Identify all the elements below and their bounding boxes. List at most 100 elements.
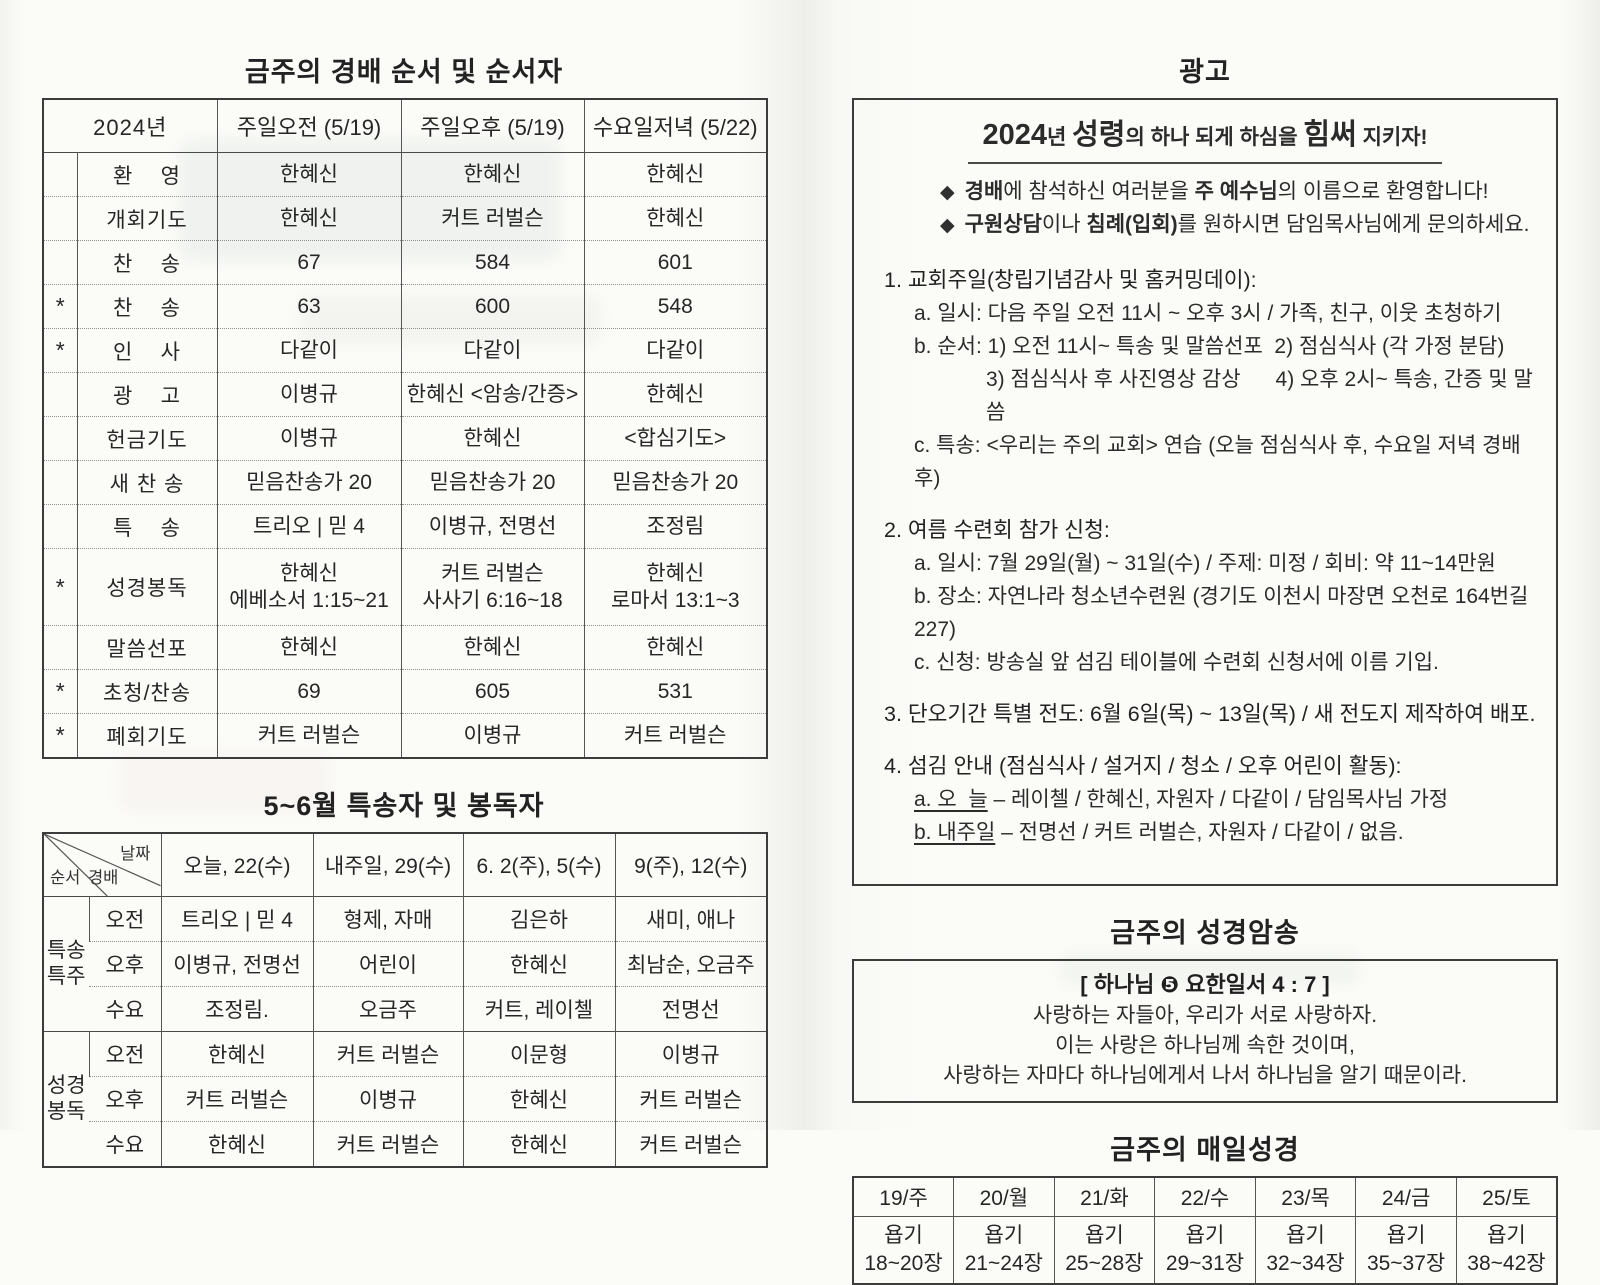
order-assignee-cell: 커트 러벌슨 — [216, 713, 401, 758]
daily-bible-table: 19/주 20/월 21/화 22/수 23/목 24/금 25/토 욥기 18~20장 욥기 … — [852, 1176, 1558, 1285]
assignee-cell: 최남순, 오금주 — [614, 941, 767, 987]
bullet-text-part: 를 원하시면 담임목사님에게 문의하세요. — [1177, 213, 1530, 236]
order-assignee-cell: 한혜신 — [400, 152, 584, 197]
worship-row: * 인 사 다같이 다같이 다같이 — [43, 328, 767, 373]
slogan-part: 성령 — [1072, 119, 1126, 151]
order-item-label: 새 찬 송 — [76, 460, 217, 505]
assignee-cell: 이병규 — [312, 1076, 463, 1122]
worship-table-title: 금주의 경배 순서 및 순서자 — [244, 57, 564, 87]
assignee-cell: 전명선 — [614, 986, 767, 1032]
welcome-bullet-line: ◆ 경배에 참석하신 여러분을 주 예수님의 이름으로 환영합니다! — [940, 176, 1538, 209]
sub-line-text: b. 순서: 1) 오전 11시~ 특송 및 말씀선포 2) 점심식사 (각 가… — [914, 335, 1505, 358]
service-time-label: 오후 — [105, 954, 145, 977]
order-item-label: 헌금기도 — [76, 416, 217, 461]
diagonal-corner-cell: 날짜 순서 경배 — [43, 833, 161, 897]
order-assignee-cell: 커트 러벌슨 — [583, 713, 767, 758]
underlined-lead: a. 오 늘 — [914, 788, 988, 811]
congregation-stand-marker: * — [55, 722, 65, 748]
order-assignee-cell: 조정림 — [583, 504, 767, 549]
order-assignee-cell: 한혜신 — [583, 625, 767, 670]
announcement-sub-line: a. 일시: 다음 주일 오전 11시 ~ 오후 3시 / 가족, 친구, 이웃… — [884, 297, 1538, 330]
day-header-cell: 21/화 — [1053, 1176, 1156, 1217]
day-header-cell: 22/수 — [1154, 1176, 1256, 1217]
bullet-text-part: 이나 — [1041, 213, 1087, 236]
assignee-cell: 형제, 자매 — [312, 896, 463, 942]
announcement-item-title: 4. 섬김 안내 (점심식사 / 설거지 / 청소 / 오후 어린이 활동): — [884, 754, 1402, 778]
order-assignee-cell: 다같이 — [400, 328, 584, 373]
sub-line-text: c. 신청: 방송실 앞 섬김 테이블에 수련회 신청서에 이름 기입. — [914, 651, 1439, 674]
order-assignee-cell: 한혜신 — [216, 625, 401, 670]
daily-bible-title: 금주의 매일성경 — [1110, 1135, 1300, 1165]
sub-line-text: a. 일시: 다음 주일 오전 11시 ~ 오후 3시 / 가족, 친구, 이웃… — [914, 302, 1502, 325]
order-assignee-cell: 이병규 — [216, 372, 401, 417]
order-item-label: 환 영 — [76, 152, 217, 197]
order-item-label: 성경봉독 — [76, 548, 217, 626]
assignee-cell: 이병규, 전명선 — [160, 941, 313, 987]
order-item-label: 인 사 — [76, 328, 217, 373]
assignee-cell: 한혜신 — [462, 941, 615, 987]
special-row: 수요 조정림. 오금주 커트, 레이첼 전명선 — [43, 986, 767, 1032]
service-time-label: 수요 — [105, 1134, 145, 1157]
service-column-header: 주일오전 (5/19) — [216, 99, 401, 153]
reading-cell: 욥기 21~24장 — [953, 1216, 1055, 1285]
order-assignee-cell: 한혜신 로마서 13:1~3 — [583, 548, 767, 626]
order-item-label: 말씀선포 — [76, 625, 217, 670]
bullet-text-part: 주 예수님 — [1194, 180, 1278, 203]
worship-order-table: 2024년 주일오전 (5/19) 주일오후 (5/19) 수요일저녁 (5/22) 환… — [42, 98, 768, 759]
order-assignee-cell: 69 — [216, 669, 401, 714]
order-assignee-cell: 한혜신 — [583, 196, 767, 241]
assignee-cell: 커트 러벌슨 — [160, 1076, 313, 1122]
daily-reading-row: 욥기 18~20장 욥기 21~24장 욥기 25~28장 욥기 29~31장 욥기 3… — [852, 1216, 1558, 1285]
announcement-item-title: 3. 단오기간 특별 전도: 6월 6일(목) ~ 13일(목) / 새 전도지… — [884, 702, 1536, 726]
special-row: 성경 봉독 오전 한혜신 커트 러벌슨 이문형 이병규 — [43, 1031, 767, 1123]
announcement-sub-line: c. 특송: <우리는 주의 교회> 연습 (오늘 점심식사 후, 수요일 저녁… — [884, 429, 1538, 495]
special-row: 특송 특주 오전 트리오 | 믿 4 형제, 자매 김은하 새미, 애나 — [43, 896, 767, 988]
announcement-item-title: 2. 여름 수련회 참가 신청: — [884, 518, 1110, 542]
congregation-stand-marker — [43, 461, 77, 505]
verse-line: 사랑하는 자마다 하나님에게서 나서 하나님을 알기 때문이라. — [943, 1064, 1467, 1087]
assignee-cell: 커트 러벌슨 — [312, 1121, 463, 1167]
order-assignee-cell: 이병규 — [216, 416, 401, 461]
order-assignee-cell: 다같이 — [583, 328, 767, 373]
assignee-cell: 커트 러벌슨 — [614, 1076, 767, 1122]
order-assignee-cell: 584 — [400, 240, 584, 285]
day-header-cell: 23/목 — [1254, 1176, 1357, 1217]
special-row: 오후 커트 러벌슨 이병규 한혜신 커트 러벌슨 — [43, 1076, 767, 1122]
worship-row: * 성경봉독 한혜신 에베소서 1:15~21 커트 러벌슨 사사기 6:16~18 한… — [43, 548, 767, 626]
underlined-lead: b. 내주일 — [914, 821, 996, 844]
announcement-item: 2. 여름 수련회 참가 신청: a. 일시: 7월 29일(월) ~ 31일(수… — [884, 514, 1538, 679]
assignee-cell: 커트, 레이첼 — [462, 986, 615, 1032]
bullet-text-part: 구원상담 — [964, 213, 1042, 236]
verse-line: 이는 사랑은 하나님께 속한 것이며, — [1055, 1034, 1355, 1057]
order-assignee-cell: 커트 러벌슨 — [400, 196, 584, 241]
order-assignee-cell: 트리오 | 믿 4 — [216, 504, 401, 549]
announcement-item-title: 1. 교회주일(창립기념감사 및 홈커밍데이): — [884, 268, 1257, 292]
order-assignee-cell: 믿음찬송가 20 — [400, 460, 584, 505]
memory-verse-box: [ 하나님 ❺ 요한일서 4 : 7 ] 사랑하는 자들아, 우리가 서로 사랑… — [852, 959, 1558, 1103]
welcome-bullet-line: ◆ 구원상담이나 침례(입회)를 원하시면 담임목사님에게 문의하세요. — [940, 209, 1538, 242]
yearly-slogan: 2024년 성령의 하나 되게 하심을 힘써 지키자! — [968, 118, 1442, 164]
day-header-cell: 20/월 — [953, 1176, 1055, 1217]
order-assignee-cell: 한혜신 — [400, 416, 584, 461]
order-assignee-cell: 믿음찬송가 20 — [583, 460, 767, 505]
assignee-cell: 어린이 — [312, 941, 463, 987]
verse-line: 사랑하는 자들아, 우리가 서로 사랑하자. — [1032, 1004, 1378, 1027]
announcement-items: 1. 교회주일(창립기념감사 및 홈커밍데이): a. 일시: 다음 주일 오전 … — [872, 264, 1538, 849]
congregation-stand-marker — [43, 197, 77, 241]
assignee-cell: 커트 러벌슨 — [614, 1121, 767, 1167]
daily-header-row: 19/주 20/월 21/화 22/수 23/목 24/금 25/토 — [852, 1176, 1558, 1217]
order-assignee-cell: 63 — [216, 284, 401, 329]
diamond-bullet-icon: ◆ — [940, 182, 955, 203]
order-assignee-cell: 601 — [583, 240, 767, 285]
sub-line-text: c. 특송: <우리는 주의 교회> 연습 (오늘 점심식사 후, 수요일 저녁… — [914, 434, 1527, 490]
slogan-wrap: 2024년 성령의 하나 되게 하심을 힘써 지키자! — [872, 118, 1538, 164]
worship-row: 새 찬 송 믿음찬송가 20 믿음찬송가 20 믿음찬송가 20 — [43, 460, 767, 505]
order-item-label: 찬 송 — [76, 284, 217, 329]
congregation-stand-marker — [43, 241, 77, 285]
order-assignee-cell: 다같이 — [216, 328, 401, 373]
sub-line-text: – 전명선 / 커트 러벌슨, 자원자 / 다같이 / 없음. — [995, 821, 1404, 844]
special-singers-table: 날짜 순서 경배 오늘, 22(수) 내주일, 29(수) 6. 2(주), 5(수) 9(… — [42, 832, 768, 1168]
service-time-label: 오후 — [105, 1089, 145, 1112]
date-column-header: 오늘, 22(수) — [160, 833, 313, 897]
assignee-cell: 한혜신 — [160, 1031, 313, 1077]
